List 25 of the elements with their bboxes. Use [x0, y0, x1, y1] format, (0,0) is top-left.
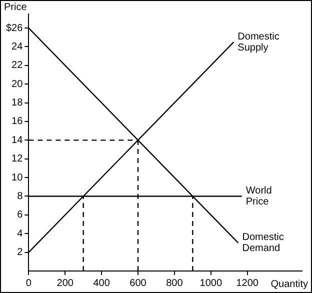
- series-label: World Price: [246, 185, 272, 208]
- x-tick-label: 1200: [236, 278, 259, 289]
- y-tick-label: $26: [6, 22, 24, 34]
- y-tick-label: 12: [12, 154, 24, 165]
- y-tick-label: 16: [12, 116, 24, 128]
- y-axis-title: Price: [4, 2, 28, 13]
- y-tick-label: 4: [17, 228, 24, 240]
- y-tick-label: 24: [12, 41, 24, 52]
- series-label: Domestic Supply: [238, 31, 280, 54]
- x-tick-label: 1000: [200, 278, 222, 289]
- y-tick-label: 10: [12, 172, 24, 184]
- y-tick-label: 18: [12, 98, 24, 109]
- y-tick-label: 22: [12, 60, 24, 72]
- y-tick-label: 6: [17, 210, 24, 221]
- x-axis-title: Quantity: [270, 278, 308, 290]
- y-tick-label: 14: [12, 134, 24, 146]
- x-tick-label: 0: [26, 278, 32, 289]
- x-tick-label: 400: [93, 278, 110, 289]
- y-tick-label: 20: [12, 78, 24, 90]
- y-tick-label: 8: [17, 190, 24, 202]
- x-tick-label: 200: [56, 278, 74, 289]
- series-label: Domestic Demand: [242, 232, 284, 254]
- y-tick-label: 2: [17, 247, 24, 258]
- x-tick-label: 600: [130, 278, 147, 289]
- x-tick-label: 800: [166, 278, 184, 289]
